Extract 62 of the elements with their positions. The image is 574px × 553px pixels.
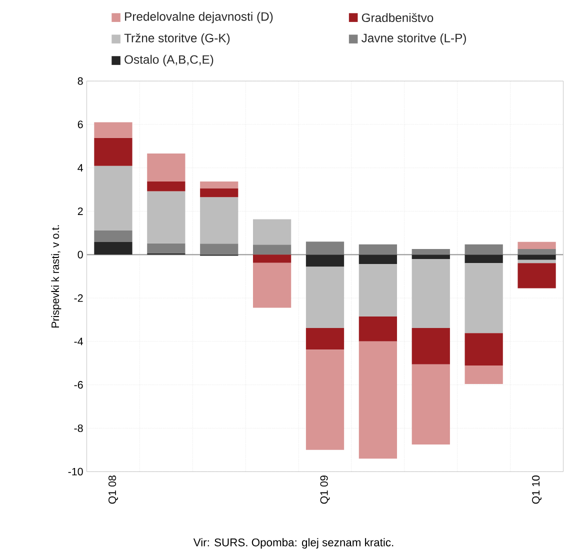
bar <box>147 244 186 254</box>
bar <box>306 328 344 350</box>
bar <box>306 254 344 267</box>
bar <box>358 264 398 317</box>
x-tick-label: Q1 10 <box>532 476 542 504</box>
bar <box>147 191 186 244</box>
bar <box>358 254 398 264</box>
bar <box>464 333 503 366</box>
y-axis-title: Prispevki k rasti, v o.t. <box>51 225 62 328</box>
x-tick-label: Q1 08 <box>108 476 118 504</box>
y-tick-label: -8 <box>74 424 83 432</box>
bar <box>412 364 450 445</box>
bar <box>518 254 556 260</box>
bar <box>464 366 503 384</box>
bar <box>358 342 398 459</box>
bar <box>412 254 450 260</box>
bar <box>200 188 238 198</box>
bar <box>358 244 398 255</box>
bar <box>412 328 450 365</box>
bar <box>200 182 238 188</box>
bar <box>518 249 556 255</box>
bar <box>253 254 292 264</box>
bar <box>464 244 503 255</box>
bar <box>518 242 556 250</box>
y-tick-label: 2 <box>78 208 83 216</box>
y-tick-label: 4 <box>78 164 83 172</box>
legend-label: Ostalo (A,B,C,E) <box>124 55 214 66</box>
bar <box>147 154 186 182</box>
bar <box>94 230 132 242</box>
legend-label: Gradbeništvo <box>362 13 434 22</box>
bar <box>518 263 556 288</box>
y-tick-label: -4 <box>74 338 83 346</box>
legend-label: Tržne storitve (G-K) <box>124 34 230 45</box>
bar <box>147 182 186 192</box>
bar <box>358 316 398 342</box>
y-tick-label: 0 <box>78 251 83 259</box>
bar <box>94 138 132 166</box>
y-tick-label: 8 <box>78 77 83 85</box>
bar <box>94 242 132 255</box>
bar <box>464 254 503 264</box>
y-tick-label: 6 <box>78 120 83 128</box>
bar <box>306 350 344 450</box>
legend-label: Predelovalne dejavnosti (D) <box>125 12 273 24</box>
text: Vir: SURS. Opomba: glej seznam kratic. <box>193 538 394 549</box>
bar <box>94 122 132 138</box>
bar <box>200 244 238 255</box>
x-tick-label: Q1 09 <box>320 476 330 504</box>
bar <box>253 219 292 245</box>
bar <box>306 266 344 328</box>
bar <box>253 244 292 255</box>
bar <box>200 197 238 244</box>
bar <box>412 259 450 328</box>
y-tick-label: -2 <box>74 294 83 302</box>
bar <box>253 263 292 308</box>
bar <box>412 249 450 255</box>
bar <box>464 263 503 334</box>
bar <box>306 242 344 255</box>
y-tick-label: -6 <box>74 381 83 389</box>
legend-label: Javne storitve (L-P) <box>362 34 466 45</box>
bar <box>94 166 132 231</box>
bar <box>518 260 556 264</box>
y-tick-label: -10 <box>68 468 83 476</box>
